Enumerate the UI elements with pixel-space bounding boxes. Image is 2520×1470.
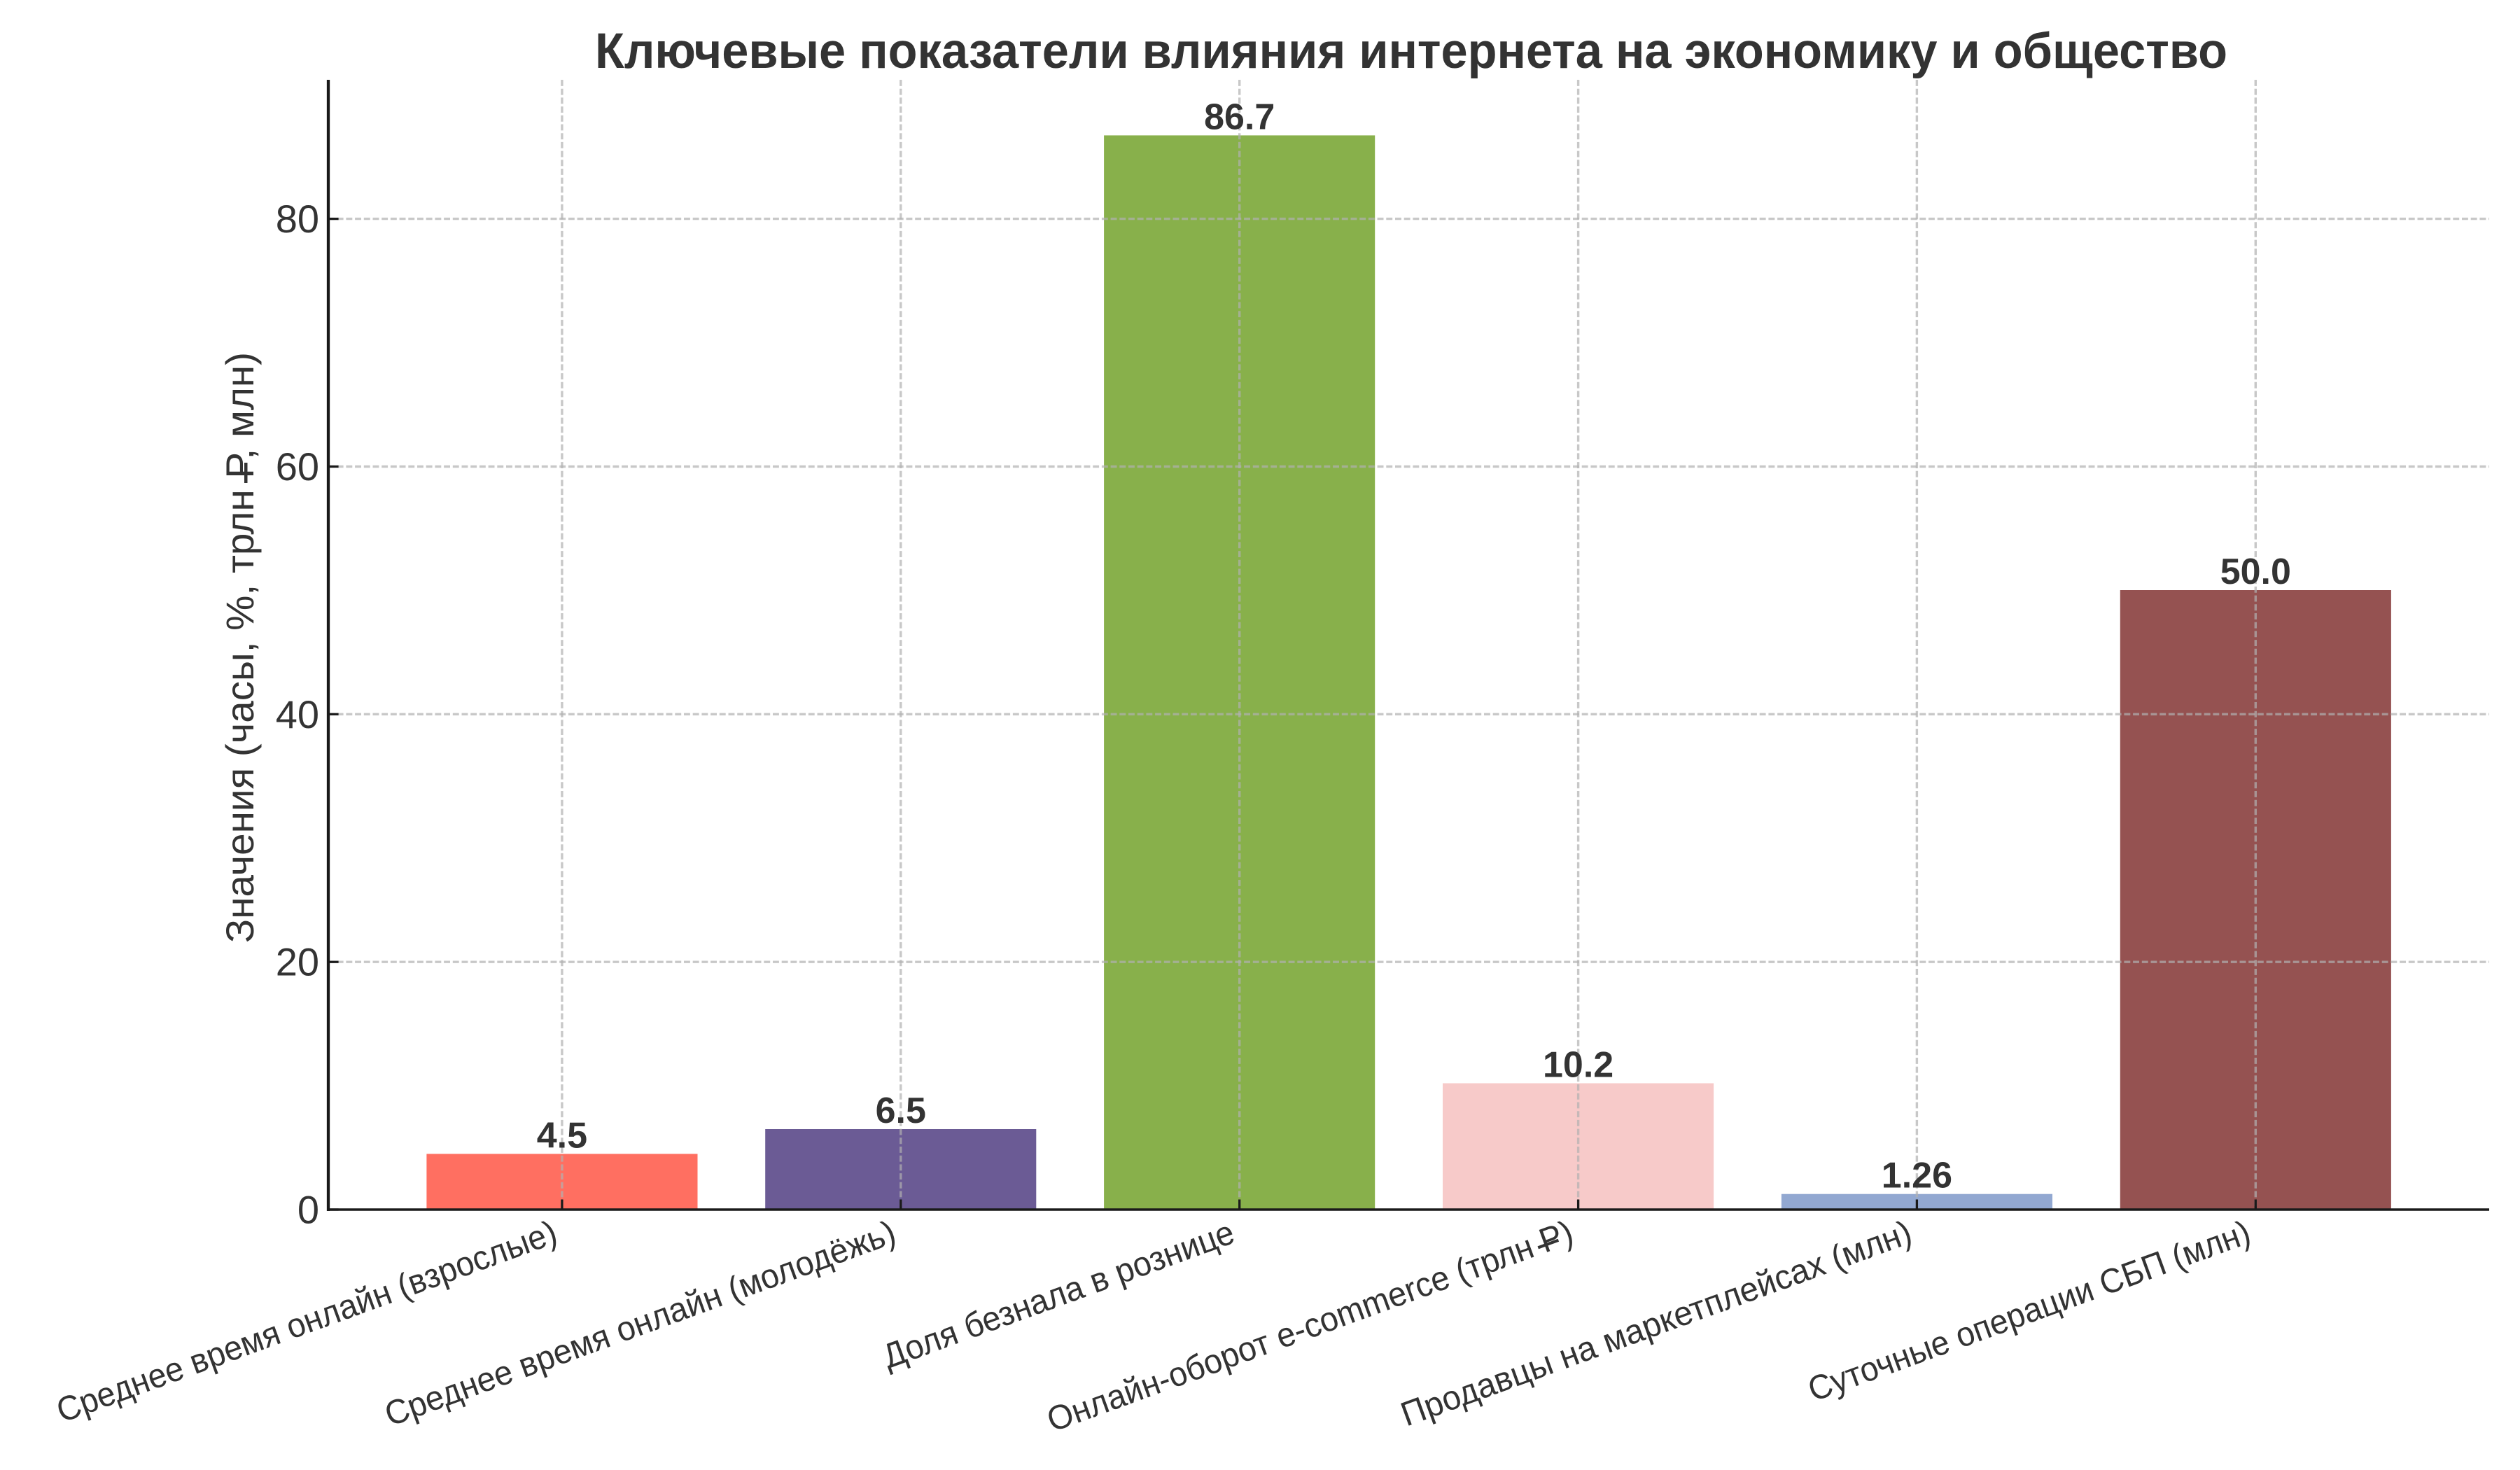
svg-text:1.26: 1.26 bbox=[1882, 1156, 1952, 1196]
svg-text:10.2: 10.2 bbox=[1543, 1045, 1614, 1086]
svg-text:50.0: 50.0 bbox=[2220, 552, 2291, 592]
svg-text:Значения (часы, %, трлн Р, млн: Значения (часы, %, трлн Р, млн) bbox=[218, 352, 262, 943]
svg-text:6.5: 6.5 bbox=[876, 1091, 926, 1131]
svg-text:20: 20 bbox=[276, 940, 319, 984]
svg-text:0: 0 bbox=[298, 1188, 319, 1232]
svg-text:4.5: 4.5 bbox=[537, 1115, 587, 1156]
svg-text:86.7: 86.7 bbox=[1204, 97, 1275, 137]
svg-text:60: 60 bbox=[276, 444, 319, 489]
svg-text:40: 40 bbox=[276, 692, 319, 736]
svg-text:Ключевые показатели влияния ин: Ключевые показатели влияния интернета на… bbox=[595, 24, 2227, 79]
svg-text:80: 80 bbox=[276, 197, 319, 241]
